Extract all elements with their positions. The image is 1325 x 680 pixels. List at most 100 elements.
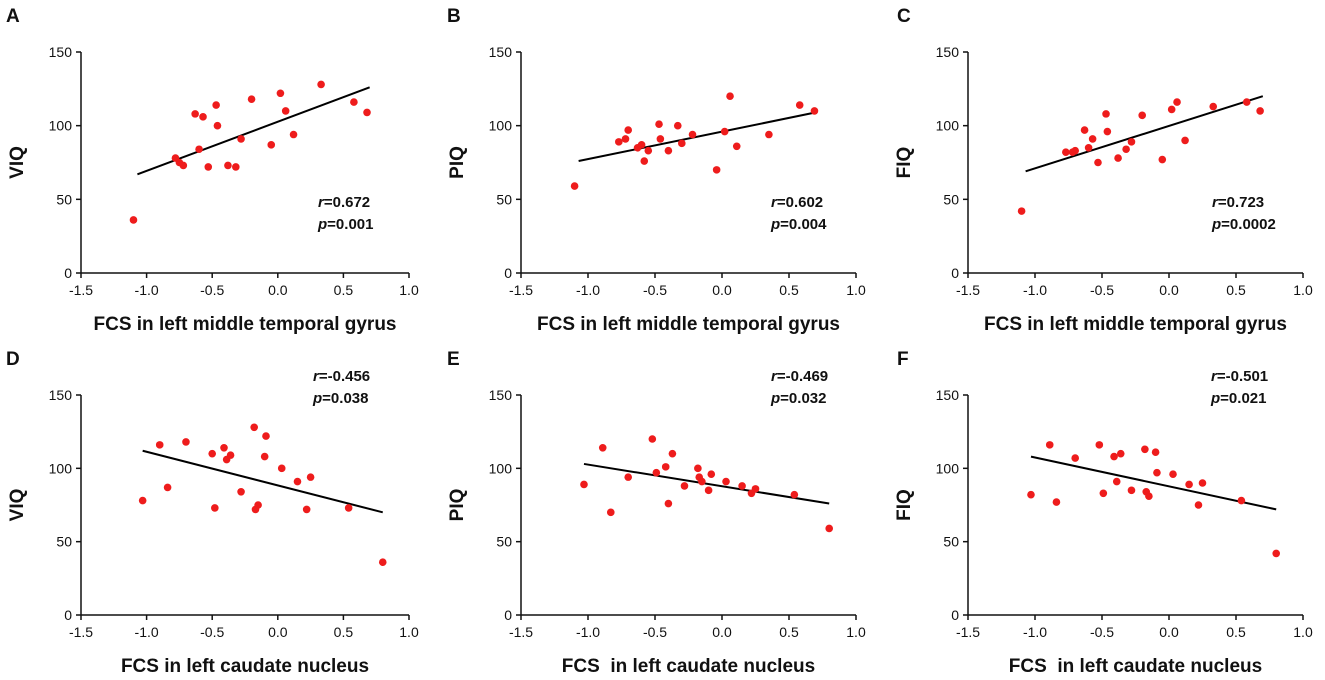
- data-point: [1027, 490, 1035, 499]
- regression-line: [1025, 95, 1264, 173]
- data-point: [260, 452, 269, 461]
- data-point: [350, 98, 358, 106]
- data-point: [1145, 492, 1153, 501]
- data-point: [1084, 143, 1093, 152]
- data-point: [1141, 445, 1149, 454]
- data-point: [1114, 154, 1122, 162]
- data-point: [680, 482, 689, 490]
- y-tick-label: 0: [504, 265, 512, 281]
- data-point: [1181, 136, 1189, 145]
- data-point: [673, 121, 682, 130]
- r-symbol: r: [318, 194, 325, 211]
- data-point: [306, 473, 315, 481]
- data-point: [825, 524, 833, 533]
- x-tick-label: -1.5: [69, 282, 93, 298]
- p-number: =0.001: [327, 216, 373, 233]
- data-point: [664, 499, 673, 508]
- data-point: [640, 157, 649, 165]
- p-symbol: p: [317, 216, 327, 233]
- y-tick-label: 50: [496, 534, 512, 550]
- data-point: [664, 146, 673, 155]
- data-point: [720, 127, 729, 136]
- data-point: [1103, 127, 1112, 136]
- data-point: [254, 501, 262, 509]
- x-tick-label: 1.0: [399, 624, 419, 640]
- r-value: r=-0.456: [313, 368, 370, 385]
- data-point: [655, 120, 663, 128]
- data-point: [281, 107, 290, 115]
- r-symbol: r: [771, 194, 778, 211]
- data-point: [652, 468, 661, 477]
- data-point: [211, 504, 219, 512]
- data-point: [204, 163, 213, 171]
- data-point: [795, 101, 804, 109]
- data-point: [220, 444, 228, 452]
- regression-line: [583, 462, 830, 505]
- y-tick-label: 150: [936, 44, 960, 60]
- r-value: r=0.672: [318, 194, 370, 211]
- data-point: [1194, 501, 1203, 509]
- regression-line: [1030, 455, 1277, 511]
- data-point: [1138, 111, 1146, 120]
- data-point: [212, 101, 220, 109]
- x-tick-label: 1.0: [846, 624, 866, 640]
- data-point: [704, 486, 713, 495]
- chart-panel-b: B 0 50 100 150 -1.5 -1.0 -0.5 0.0 0.5 1.0 PIQ FCS in…: [447, 6, 866, 335]
- p-value: p=0.032: [770, 390, 826, 407]
- data-point: [1052, 498, 1061, 506]
- regression-line: [142, 449, 384, 514]
- data-point: [1122, 145, 1130, 154]
- data-point: [1272, 549, 1280, 558]
- y-tick-label: 50: [943, 191, 959, 207]
- p-number: =0.021: [1220, 390, 1266, 407]
- x-tick-label: 1.0: [1293, 624, 1313, 640]
- p-number: =0.038: [322, 390, 368, 407]
- x-axis-label: FCS in left middle temporal gyrus: [94, 314, 397, 335]
- data-point: [648, 435, 657, 443]
- x-tick-label: -1.5: [956, 282, 980, 298]
- x-tick-label: -1.0: [135, 282, 159, 298]
- x-tick-label: 0.0: [268, 624, 288, 640]
- r-number: =0.602: [777, 194, 823, 211]
- data-point: [195, 145, 203, 154]
- x-tick-label: 0.5: [779, 282, 799, 298]
- data-point: [226, 451, 235, 459]
- data-point: [1094, 158, 1102, 167]
- y-tick-label: 0: [64, 607, 72, 623]
- y-tick-label: 150: [489, 44, 513, 60]
- data-point: [712, 166, 721, 174]
- y-tick-label: 150: [489, 387, 513, 403]
- p-symbol: p: [770, 390, 780, 407]
- y-tick-label: 0: [951, 607, 959, 623]
- x-tick-label: -1.0: [576, 282, 600, 298]
- data-point: [1045, 441, 1054, 449]
- y-tick-label: 0: [504, 607, 512, 623]
- y-tick-label: 100: [49, 118, 73, 134]
- data-point: [317, 80, 325, 89]
- data-point: [624, 126, 632, 134]
- panel-letter: E: [447, 349, 460, 370]
- data-point: [1242, 98, 1251, 106]
- x-tick-label: 0.5: [779, 624, 799, 640]
- chart-panel-e: E 0 50 100 150 -1.5 -1.0 -0.5 0.0 0.5 1.0 PIQ FCS in…: [447, 349, 866, 677]
- x-tick-label: 0.5: [334, 282, 354, 298]
- p-number: =0.004: [780, 216, 827, 233]
- data-point: [580, 480, 588, 489]
- data-point: [378, 558, 387, 566]
- p-number: =0.0002: [1221, 216, 1276, 233]
- data-point: [1099, 489, 1108, 498]
- data-point: [765, 130, 773, 139]
- chart-panel-a: A 0 50 100 150 -1.5 -1.0 -0.5 0.0 0.5 1.0 VIQ FCS in…: [6, 6, 419, 335]
- data-point: [722, 477, 730, 486]
- x-tick-label: 0.0: [712, 282, 732, 298]
- x-tick-label: -0.5: [200, 624, 224, 640]
- data-point: [624, 473, 632, 481]
- y-axis-label: PIQ: [447, 489, 468, 522]
- data-point: [191, 110, 199, 118]
- data-point: [1151, 448, 1160, 457]
- x-tick-label: -1.0: [576, 624, 600, 640]
- x-axis-label: FCS in left middle temporal gyrus: [984, 314, 1287, 335]
- x-tick-label: 0.5: [334, 624, 354, 640]
- data-point: [1071, 146, 1079, 155]
- data-point: [668, 449, 677, 458]
